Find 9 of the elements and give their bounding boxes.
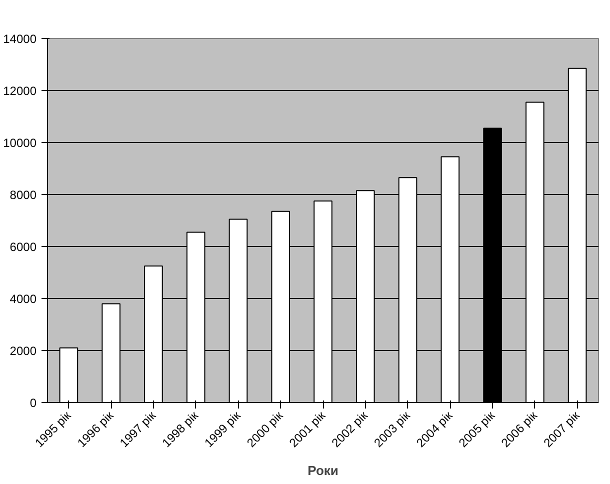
y-tick-label: 12000 <box>3 84 37 98</box>
y-tick-label: 2000 <box>10 344 37 358</box>
x-axis-title: Роки <box>308 462 338 478</box>
y-tick-label: 14000 <box>3 32 37 46</box>
y-tick-label: 4000 <box>10 292 37 306</box>
y-tick-label: 0 <box>30 396 37 410</box>
y-tick-label: 8000 <box>10 188 37 202</box>
y-tick-label: 10000 <box>3 136 37 150</box>
y-tick-label: 6000 <box>10 240 37 254</box>
